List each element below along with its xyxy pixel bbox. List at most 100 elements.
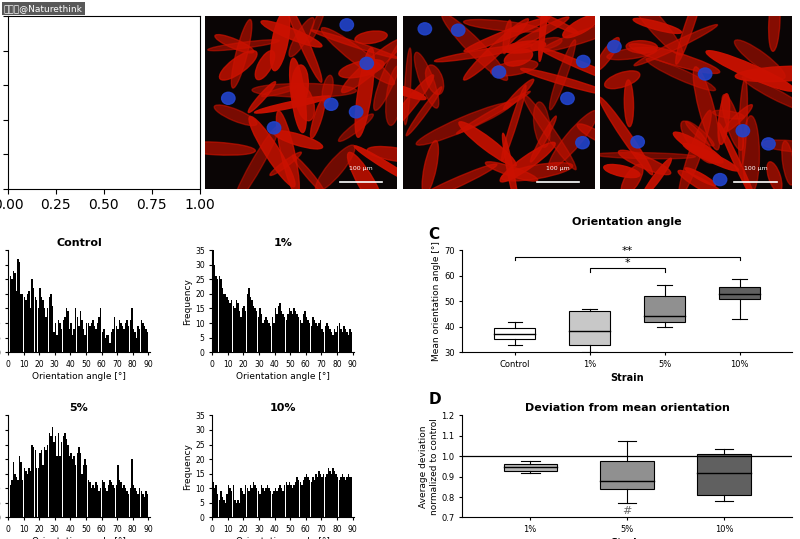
Bar <box>41 451 42 517</box>
Bar <box>267 320 268 352</box>
Title: 10%: 10% <box>684 5 709 16</box>
Bar <box>103 482 105 517</box>
Bar <box>114 488 115 517</box>
Ellipse shape <box>2 111 100 135</box>
Bar <box>342 474 343 517</box>
Bar <box>142 323 143 352</box>
Ellipse shape <box>350 106 363 118</box>
Ellipse shape <box>607 47 657 60</box>
Bar <box>144 326 145 352</box>
Ellipse shape <box>315 145 355 191</box>
Ellipse shape <box>384 75 434 136</box>
Bar <box>337 326 338 352</box>
Bar <box>243 494 245 517</box>
Bar <box>351 476 353 517</box>
Bar <box>698 454 750 495</box>
Bar <box>243 306 245 352</box>
Bar <box>22 294 23 352</box>
Ellipse shape <box>736 125 750 137</box>
Ellipse shape <box>58 98 126 130</box>
Bar <box>281 488 282 517</box>
Bar <box>304 312 306 352</box>
Bar <box>234 308 235 352</box>
Ellipse shape <box>767 162 782 192</box>
Bar <box>246 294 248 352</box>
Bar <box>253 306 254 352</box>
Ellipse shape <box>310 98 325 138</box>
Bar <box>36 468 38 517</box>
Bar <box>719 287 760 299</box>
Ellipse shape <box>561 92 574 105</box>
Bar <box>269 323 270 352</box>
Ellipse shape <box>646 58 715 91</box>
Ellipse shape <box>698 68 712 80</box>
Ellipse shape <box>502 85 526 161</box>
Ellipse shape <box>80 130 104 189</box>
Bar <box>332 468 334 517</box>
Ellipse shape <box>342 39 403 93</box>
Bar <box>16 476 18 517</box>
Ellipse shape <box>117 117 130 129</box>
Bar <box>47 308 49 352</box>
Bar <box>75 465 77 517</box>
Bar <box>315 323 317 352</box>
Bar <box>246 488 248 517</box>
Text: 100 μm: 100 μm <box>744 167 767 171</box>
Ellipse shape <box>418 23 431 35</box>
Ellipse shape <box>88 100 102 133</box>
Bar <box>59 323 61 352</box>
Ellipse shape <box>442 13 508 80</box>
Ellipse shape <box>83 179 169 191</box>
Ellipse shape <box>531 38 562 50</box>
Bar <box>19 262 20 352</box>
Bar <box>46 451 47 517</box>
Ellipse shape <box>694 67 720 150</box>
Bar <box>236 503 237 517</box>
Bar <box>289 308 290 352</box>
Y-axis label: Frequency: Frequency <box>183 278 192 324</box>
Ellipse shape <box>115 2 130 64</box>
Bar <box>644 296 686 322</box>
Bar <box>94 326 95 352</box>
Text: 100 μm: 100 μm <box>151 167 175 171</box>
Bar <box>84 335 86 352</box>
Ellipse shape <box>595 38 619 71</box>
Bar <box>111 482 112 517</box>
Text: 搜狐号@Naturethink: 搜狐号@Naturethink <box>4 4 83 13</box>
Bar <box>31 279 33 352</box>
Bar <box>125 323 126 352</box>
Ellipse shape <box>0 137 55 169</box>
Ellipse shape <box>109 164 122 177</box>
Bar <box>348 474 350 517</box>
Bar <box>122 326 123 352</box>
Bar <box>245 312 246 352</box>
Bar <box>39 453 41 517</box>
Ellipse shape <box>249 116 295 187</box>
Ellipse shape <box>14 39 46 52</box>
Bar <box>212 482 214 517</box>
Ellipse shape <box>414 52 438 108</box>
Bar <box>338 323 340 352</box>
Ellipse shape <box>339 60 384 78</box>
Bar <box>115 326 117 352</box>
Bar <box>46 317 47 352</box>
Bar <box>304 476 306 517</box>
Ellipse shape <box>742 77 800 111</box>
Ellipse shape <box>31 52 68 65</box>
Ellipse shape <box>0 167 29 194</box>
Ellipse shape <box>528 9 578 33</box>
Bar <box>279 302 281 352</box>
Bar <box>113 329 114 352</box>
Title: 1%: 1% <box>293 5 310 16</box>
Bar <box>94 488 95 517</box>
Ellipse shape <box>605 71 640 89</box>
Bar <box>240 488 242 517</box>
Bar <box>312 476 314 517</box>
Bar <box>323 332 325 352</box>
Bar <box>248 288 250 352</box>
Bar <box>44 308 46 352</box>
Bar <box>301 486 302 517</box>
Ellipse shape <box>626 40 658 53</box>
Bar <box>317 326 318 352</box>
Bar <box>276 314 278 352</box>
